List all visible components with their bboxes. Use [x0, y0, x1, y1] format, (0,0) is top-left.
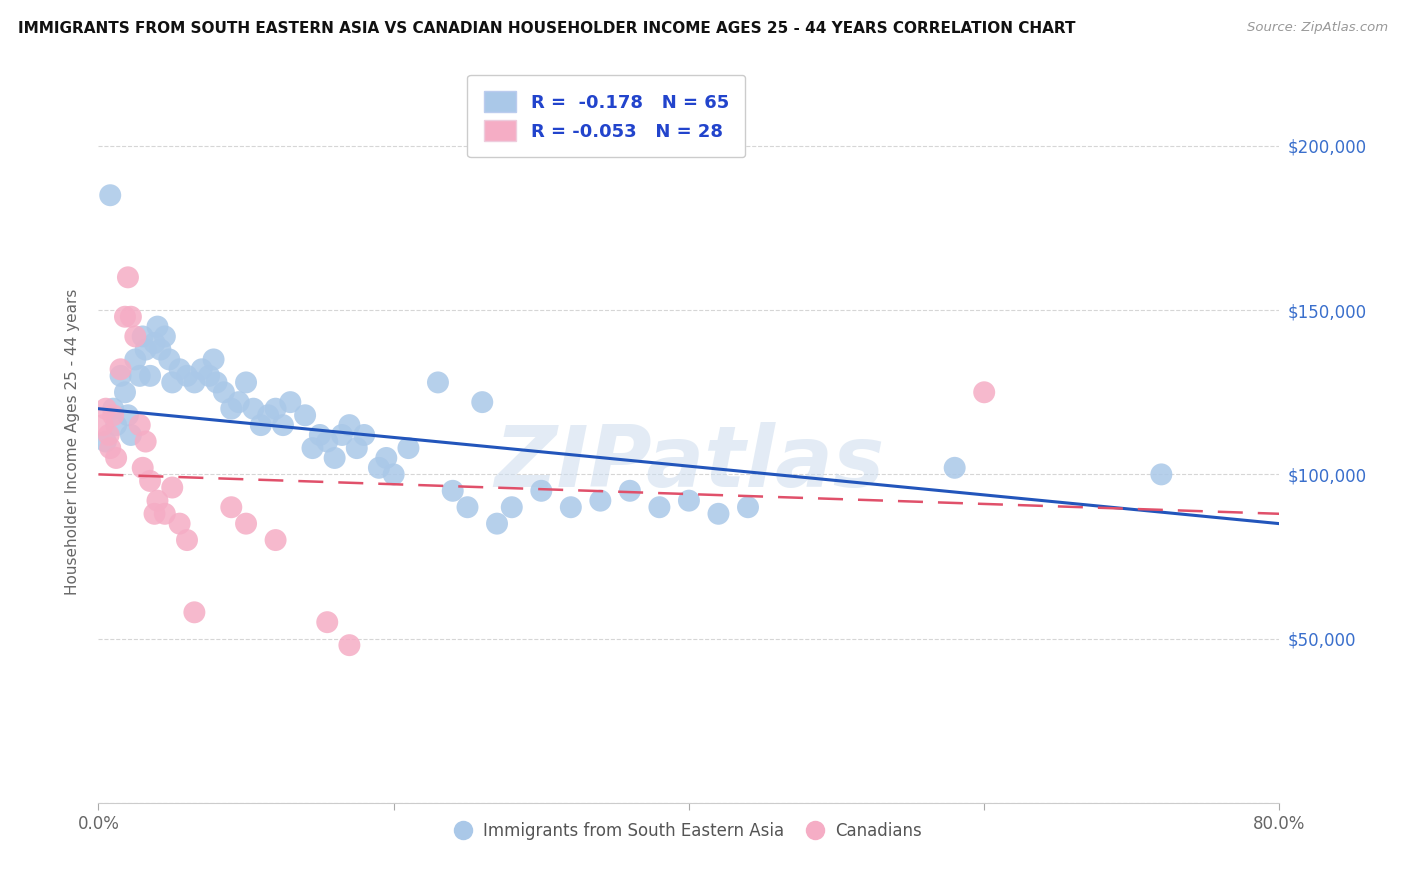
- Point: [242, 401, 264, 416]
- Point: [339, 418, 361, 433]
- Point: [117, 409, 139, 423]
- Point: [120, 310, 142, 324]
- Point: [157, 352, 180, 367]
- Point: [105, 418, 128, 433]
- Point: [205, 376, 228, 390]
- Point: [94, 401, 117, 416]
- Point: [250, 418, 273, 433]
- Point: [139, 368, 162, 383]
- Point: [309, 428, 332, 442]
- Point: [97, 428, 120, 442]
- Point: [560, 500, 582, 515]
- Point: [368, 460, 391, 475]
- Point: [221, 401, 243, 416]
- Point: [153, 507, 176, 521]
- Point: [120, 428, 142, 442]
- Point: [339, 638, 361, 652]
- Point: [271, 418, 294, 433]
- Point: [176, 533, 198, 547]
- Point: [294, 409, 316, 423]
- Point: [323, 450, 346, 465]
- Point: [132, 329, 155, 343]
- Text: ZIPatlas: ZIPatlas: [494, 422, 884, 505]
- Point: [943, 460, 966, 475]
- Point: [124, 329, 146, 343]
- Point: [191, 362, 214, 376]
- Point: [139, 474, 162, 488]
- Point: [1150, 467, 1173, 482]
- Point: [648, 500, 671, 515]
- Point: [280, 395, 302, 409]
- Point: [146, 319, 169, 334]
- Text: Source: ZipAtlas.com: Source: ZipAtlas.com: [1247, 21, 1388, 34]
- Point: [316, 434, 339, 449]
- Point: [183, 605, 205, 619]
- Point: [149, 343, 172, 357]
- Point: [212, 385, 235, 400]
- Point: [382, 467, 405, 482]
- Point: [737, 500, 759, 515]
- Point: [471, 395, 494, 409]
- Point: [678, 493, 700, 508]
- Point: [353, 428, 375, 442]
- Point: [427, 376, 450, 390]
- Point: [143, 507, 166, 521]
- Point: [169, 362, 191, 376]
- Point: [176, 368, 198, 383]
- Point: [117, 270, 139, 285]
- Point: [153, 329, 176, 343]
- Point: [301, 441, 323, 455]
- Text: IMMIGRANTS FROM SOUTH EASTERN ASIA VS CANADIAN HOUSEHOLDER INCOME AGES 25 - 44 Y: IMMIGRANTS FROM SOUTH EASTERN ASIA VS CA…: [18, 21, 1076, 36]
- Point: [110, 362, 132, 376]
- Point: [619, 483, 641, 498]
- Point: [103, 401, 125, 416]
- Point: [441, 483, 464, 498]
- Point: [264, 401, 287, 416]
- Point: [105, 450, 128, 465]
- Point: [398, 441, 420, 455]
- Point: [228, 395, 250, 409]
- Point: [146, 493, 169, 508]
- Point: [235, 376, 257, 390]
- Legend: Immigrants from South Eastern Asia, Canadians: Immigrants from South Eastern Asia, Cana…: [447, 814, 931, 848]
- Point: [316, 615, 339, 630]
- Point: [530, 483, 553, 498]
- Point: [114, 385, 136, 400]
- Point: [457, 500, 479, 515]
- Point: [94, 434, 117, 449]
- Point: [128, 368, 150, 383]
- Point: [346, 441, 368, 455]
- Point: [132, 460, 155, 475]
- Point: [202, 352, 225, 367]
- Point: [707, 507, 730, 521]
- Point: [973, 385, 995, 400]
- Point: [128, 418, 150, 433]
- Point: [91, 418, 114, 433]
- Point: [135, 434, 157, 449]
- Point: [501, 500, 523, 515]
- Point: [162, 481, 183, 495]
- Point: [103, 409, 125, 423]
- Point: [589, 493, 612, 508]
- Point: [264, 533, 287, 547]
- Point: [221, 500, 243, 515]
- Point: [198, 368, 221, 383]
- Point: [257, 409, 280, 423]
- Point: [98, 441, 121, 455]
- Point: [135, 343, 157, 357]
- Point: [330, 428, 353, 442]
- Point: [143, 336, 166, 351]
- Point: [98, 188, 121, 202]
- Y-axis label: Householder Income Ages 25 - 44 years: Householder Income Ages 25 - 44 years: [65, 288, 80, 595]
- Point: [235, 516, 257, 531]
- Point: [162, 376, 183, 390]
- Point: [375, 450, 398, 465]
- Point: [486, 516, 509, 531]
- Point: [124, 352, 146, 367]
- Point: [110, 368, 132, 383]
- Point: [114, 310, 136, 324]
- Point: [169, 516, 191, 531]
- Point: [183, 376, 205, 390]
